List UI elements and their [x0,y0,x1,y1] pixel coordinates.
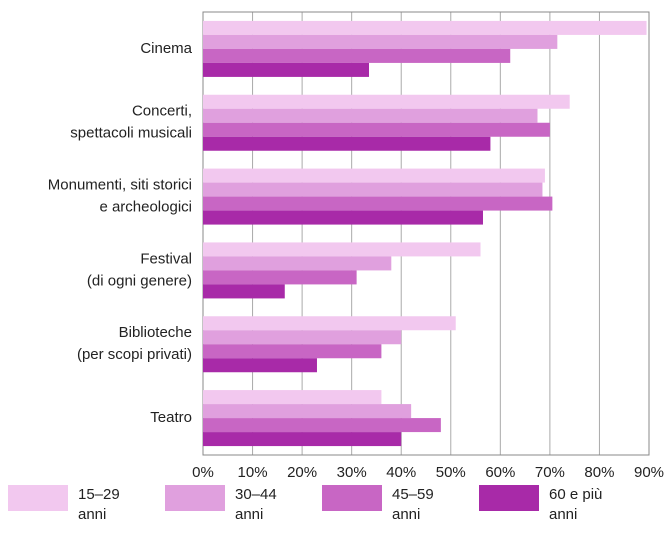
bar [203,390,382,405]
bar [203,48,511,63]
legend-swatch [479,485,539,511]
bar [203,284,285,299]
y-tick-label: spettacoli musicali [70,125,192,142]
legend-item: 45–59 anni [322,485,454,525]
bar [203,122,550,137]
legend-swatch [322,485,382,511]
x-tick-label: 70% [535,464,565,481]
y-tick-label: e archeologici [99,199,192,216]
legend-swatch [165,485,225,511]
y-tick-label: Festival [140,250,192,267]
x-tick-label: 20% [287,464,317,481]
x-tick-label: 40% [386,464,416,481]
bar [203,94,570,109]
bar [203,432,402,447]
legend-swatch [8,485,68,511]
legend-label: 30–44 anni [235,486,277,523]
x-tick-label: 0% [192,464,214,481]
y-tick-label: Teatro [150,409,192,426]
x-tick-label: 60% [485,464,515,481]
bar [203,404,412,419]
y-tick-label: (per scopi privati) [77,346,192,363]
legend-label: 45–59 anni [392,486,434,523]
bar [203,330,402,345]
x-tick-label: 90% [634,464,664,481]
y-tick-label: Monumenti, siti storici [48,177,192,194]
x-tick-label: 30% [337,464,367,481]
plot-border [202,11,650,456]
legend-item: 60 e più anni [479,485,611,525]
x-tick-label: 10% [238,464,268,481]
legend-label: 60 e più anni [549,486,603,523]
x-tick-label: 50% [436,464,466,481]
legend-label: 15–29 anni [78,486,120,523]
legend-item: 15–29 anni [8,485,140,525]
bar [203,210,483,225]
bar [203,344,382,359]
y-tick-label: Biblioteche [119,324,192,341]
bar [203,168,545,183]
bar [203,196,553,211]
y-tick-label: Cinema [140,40,192,57]
bar [203,182,543,197]
bar [203,316,456,331]
bar [203,270,357,285]
bar [203,136,491,151]
bar [203,418,441,433]
y-tick-label: (di ogni genere) [87,272,192,289]
bar [203,108,538,123]
legend-item: 30–44 anni [165,485,297,525]
x-tick-label: 80% [584,464,614,481]
bar [203,20,647,35]
bar [203,358,317,373]
chart: 0% 10% 20% 30% 40% 50% 60% 70% 80% 90% Cinema Conce… [48,11,664,481]
y-tick-label: Concerti, [132,103,192,120]
bar [203,242,481,257]
bar [203,34,558,49]
bar [203,256,392,271]
bar [203,62,370,77]
legend: 15–29 anni 30–44 anni 45–59 anni 60 e più a… [0,485,669,557]
